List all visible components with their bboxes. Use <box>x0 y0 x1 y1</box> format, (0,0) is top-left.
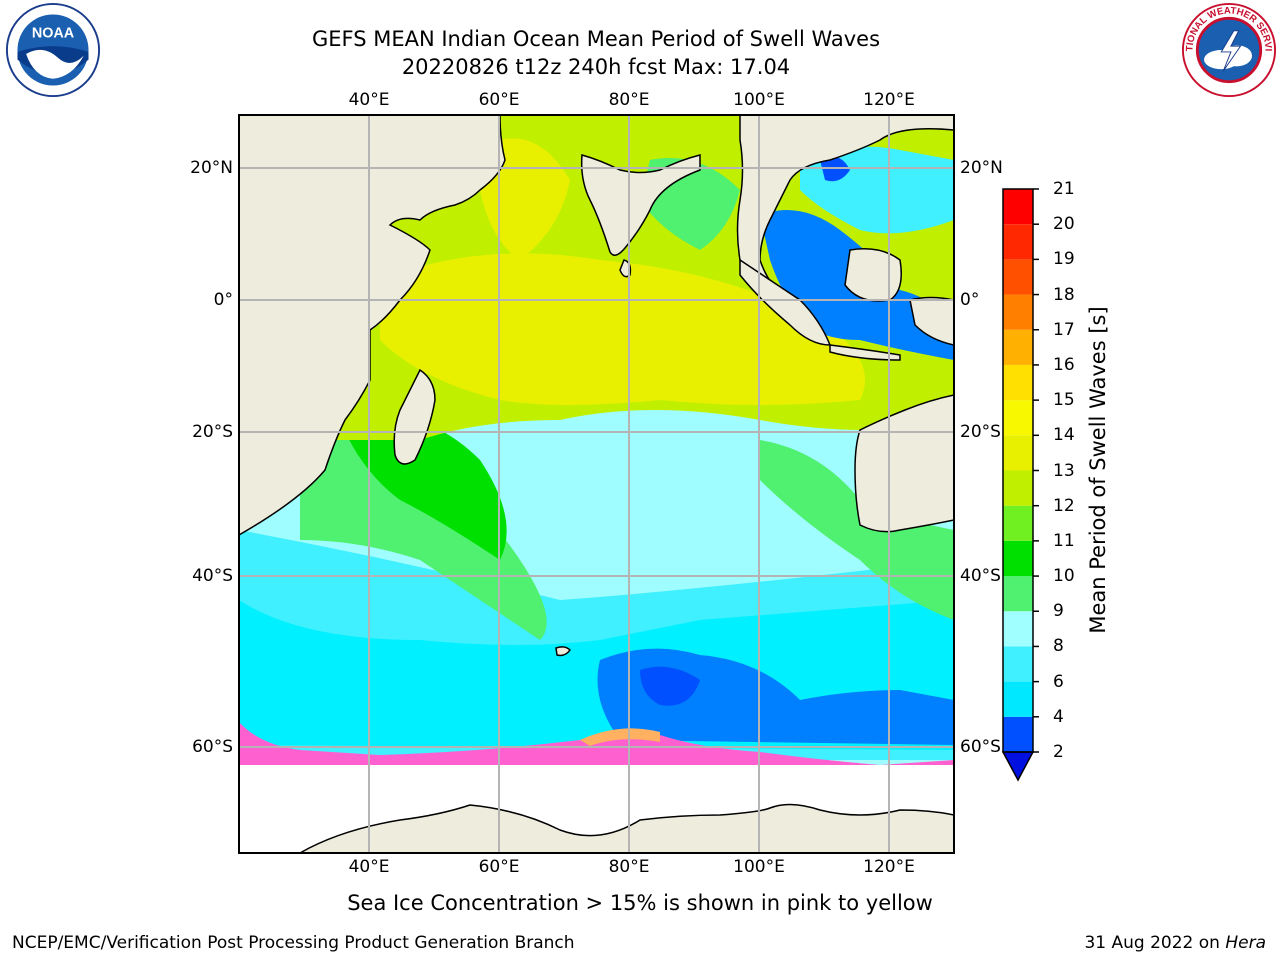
colorbar-segment <box>1003 224 1033 260</box>
colorbar-extend-triangle <box>1001 751 1035 782</box>
colorbar-tick-label: 14 <box>1053 425 1075 446</box>
graticule <box>239 115 954 853</box>
colorbar-tick-label: 8 <box>1053 636 1064 657</box>
colorbar-segment <box>1003 259 1033 295</box>
colorbar-tick-label: 9 <box>1053 601 1064 622</box>
footer-machine: Hera <box>1225 933 1266 953</box>
colorbar <box>1001 188 1039 782</box>
colorbar-tick-label: 15 <box>1053 390 1075 411</box>
lat-label-right: 40°S <box>960 566 1001 586</box>
colorbar-segment <box>1003 470 1033 506</box>
colorbar-title: Mean Period of Swell Waves [s] <box>1086 306 1110 634</box>
map-subtitle: 20220826 t12z 240h fcst Max: 17.04 <box>401 55 791 79</box>
lat-label-left: 40°S <box>192 566 233 586</box>
colorbar-tick-label: 10 <box>1053 566 1075 587</box>
lon-label-bottom: 100°E <box>733 857 785 877</box>
colorbar-tick-label: 16 <box>1053 354 1075 375</box>
colorbar-segment <box>1003 400 1033 436</box>
sea-ice-note: Sea Ice Concentration > 15% is shown in … <box>347 891 933 915</box>
lon-label-top: 100°E <box>733 90 785 110</box>
colorbar-tick-label: 21 <box>1053 179 1075 199</box>
colorbar-tick-label: 6 <box>1053 671 1064 692</box>
colorbar-tick-label: 11 <box>1053 530 1075 551</box>
colorbar-tick-label: 17 <box>1053 319 1075 340</box>
footer-credit: NCEP/EMC/Verification Post Processing Pr… <box>12 933 575 953</box>
colorbar-segment <box>1003 540 1033 577</box>
lat-label-left: 20°S <box>192 422 233 442</box>
colorbar-segment <box>1003 189 1033 225</box>
lat-label-right: 60°S <box>960 737 1001 757</box>
lat-label-right: 0° <box>960 290 980 310</box>
colorbar-segment <box>1003 435 1033 471</box>
colorbar-segment <box>1003 611 1033 647</box>
lon-label-top: 120°E <box>863 90 915 110</box>
lat-label-left: 20°N <box>190 158 233 178</box>
colorbar-tick-label: 13 <box>1053 460 1075 481</box>
colorbar-segment <box>1003 681 1033 717</box>
lon-label-top: 60°E <box>478 90 520 110</box>
colorbar-segment <box>1003 294 1033 330</box>
colorbar-tick-label: 20 <box>1053 214 1075 235</box>
footer-date-text: 31 Aug 2022 on <box>1084 933 1226 953</box>
noaa-logo: NOAA <box>5 2 101 98</box>
colorbar-segment <box>1003 576 1033 612</box>
lon-label-bottom: 120°E <box>863 857 915 877</box>
lon-label-top: 40°E <box>348 90 390 110</box>
svg-text:NOAA: NOAA <box>32 26 75 42</box>
colorbar-tick-label: 12 <box>1053 495 1075 516</box>
land-masses <box>239 115 954 853</box>
lat-label-right: 20°N <box>960 158 1003 178</box>
colorbar-segment <box>1003 329 1033 365</box>
lat-label-left: 60°S <box>192 737 233 757</box>
map-frame <box>238 114 955 854</box>
colorbar-segment <box>1003 505 1033 541</box>
footer-date: 31 Aug 2022 on Hera <box>1084 933 1266 953</box>
colorbar-segment <box>1003 716 1033 752</box>
nws-logo: NATIONAL WEATHER SERVICE <box>1178 2 1277 98</box>
lon-label-top: 80°E <box>608 90 650 110</box>
lon-label-bottom: 40°E <box>348 857 390 877</box>
colorbar-tick-label: 4 <box>1053 706 1064 727</box>
colorbar-tick-label: 19 <box>1053 249 1075 270</box>
lat-label-right: 20°S <box>960 422 1001 442</box>
map-title: GEFS MEAN Indian Ocean Mean Period of Sw… <box>311 27 881 51</box>
colorbar-tick-label: 18 <box>1053 284 1075 305</box>
lat-label-left: 0° <box>213 290 233 310</box>
colorbar-tick-label: 2 <box>1053 742 1064 762</box>
lon-label-bottom: 80°E <box>608 857 650 877</box>
colorbar-segment <box>1003 646 1033 682</box>
colorbar-segment <box>1003 364 1033 401</box>
lon-label-bottom: 60°E <box>478 857 520 877</box>
